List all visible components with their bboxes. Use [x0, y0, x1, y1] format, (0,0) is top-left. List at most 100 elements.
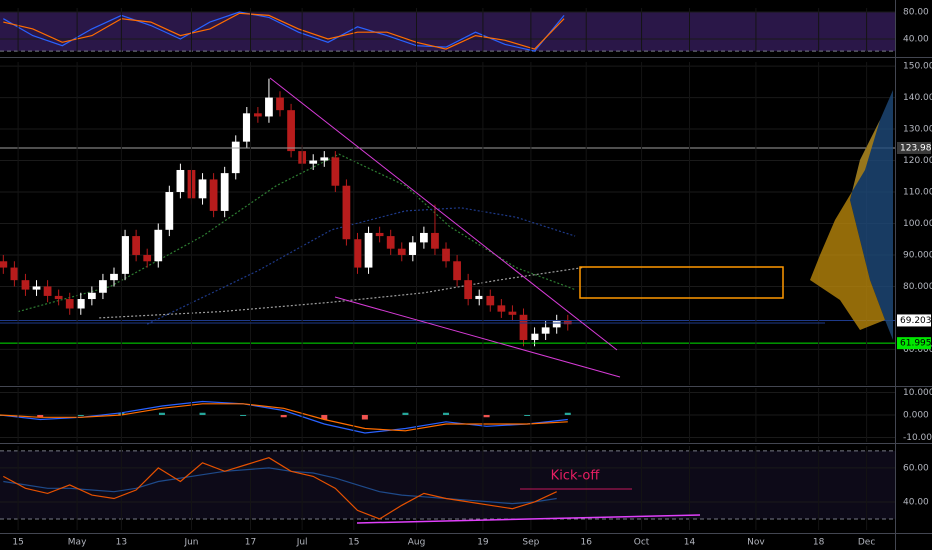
y-tick-label: 120.000 — [903, 156, 932, 166]
candle-body — [375, 232, 384, 237]
line-series — [3, 12, 565, 50]
candle-body — [76, 299, 85, 309]
level-label: 69.203 — [900, 316, 932, 326]
level-label-box — [897, 141, 931, 154]
candle-body — [364, 232, 373, 268]
y-tick-label: 80.00 — [903, 7, 929, 17]
candle-body — [309, 160, 318, 164]
target-box — [579, 266, 784, 299]
x-tick-label: 14 — [684, 538, 696, 548]
line-series — [3, 467, 557, 505]
volume-profile — [810, 90, 893, 340]
candle-body — [431, 232, 439, 249]
candle-body — [198, 179, 207, 199]
candle-body — [265, 97, 273, 117]
candle-body — [10, 267, 19, 281]
x-tick-label: May — [68, 538, 87, 548]
candle-body — [497, 305, 506, 312]
histogram-bar — [524, 415, 531, 416]
candle-body — [331, 157, 340, 186]
histogram-bar — [361, 415, 368, 420]
candle-body — [209, 179, 218, 211]
candle-body — [143, 254, 152, 262]
profile-area — [850, 90, 893, 340]
histogram-bar — [564, 412, 571, 415]
histogram-bar — [443, 412, 450, 415]
candle-body — [530, 333, 539, 340]
histogram-bar — [483, 415, 490, 418]
x-tick-label: Jun — [183, 538, 198, 548]
x-tick-label: 19 — [477, 538, 489, 548]
x-tick-label: Dec — [858, 538, 875, 548]
level-label-box — [897, 337, 931, 350]
candle-body — [453, 261, 461, 281]
band — [0, 450, 895, 519]
histogram-bar — [37, 415, 44, 418]
drawings — [0, 77, 825, 524]
y-tick-label: 40.00 — [903, 497, 929, 507]
candle-body — [420, 232, 428, 243]
line-series — [3, 11, 565, 52]
histogram-bar — [158, 412, 165, 415]
candle-body — [386, 236, 395, 249]
candle-body — [110, 273, 118, 281]
candle-body — [21, 280, 30, 290]
candle-body — [475, 295, 484, 300]
candle-body — [32, 286, 41, 290]
annotation: Kick-off — [551, 469, 601, 484]
histogram-bar — [321, 415, 328, 420]
y-tick-label: 60.000 — [903, 345, 932, 355]
y-tick-label: 150.000 — [903, 62, 932, 72]
band — [0, 11, 895, 52]
x-tick-label: 13 — [116, 538, 127, 548]
candle-body — [242, 113, 251, 142]
level-label: 61.995 — [900, 339, 932, 349]
trend-line — [269, 77, 618, 351]
x-tick-label: 16 — [580, 538, 592, 548]
x-tick-label: 15 — [12, 538, 23, 548]
x-tick-label: Aug — [408, 538, 426, 548]
candle-body — [254, 113, 262, 117]
candle-body — [220, 173, 229, 211]
candle-body — [408, 242, 417, 255]
line-series — [0, 400, 568, 434]
candle-body — [231, 141, 240, 174]
y-tick-label: 0.000 — [903, 411, 929, 421]
y-tick-label: 100.000 — [903, 219, 932, 229]
candle-body — [552, 321, 561, 328]
level-label-box — [897, 314, 931, 327]
candle-body — [342, 185, 351, 240]
candle-body — [397, 248, 406, 255]
candle-body — [65, 299, 74, 309]
candle-body — [176, 169, 185, 193]
candle-body — [132, 236, 141, 255]
y-tick-label: 110.000 — [903, 188, 932, 198]
line-series — [99, 267, 583, 319]
candle-body — [87, 292, 96, 300]
line-series — [3, 457, 557, 520]
level-label: 123.987 — [900, 143, 932, 153]
rsi-trend-line — [356, 514, 701, 524]
candle-body — [486, 295, 495, 306]
y-tick-label: -10.000 — [903, 433, 932, 443]
line-series — [0, 403, 568, 432]
candle-body — [519, 314, 528, 340]
candle-body — [54, 295, 63, 300]
y-tick-label: 60.00 — [903, 463, 929, 473]
trend-line — [334, 296, 621, 378]
candle-body — [121, 236, 129, 274]
candle-body — [353, 239, 362, 268]
candle-body — [320, 157, 329, 161]
y-tick-label: 40.00 — [903, 34, 929, 44]
x-tick-label: Sep — [522, 538, 539, 548]
pane — [0, 8, 895, 530]
x-tick-label: Oct — [634, 538, 650, 548]
y-tick-label: 130.000 — [903, 125, 932, 135]
profile-area — [810, 120, 885, 330]
candle-body — [541, 327, 550, 334]
candle-body — [0, 261, 8, 268]
x-tick-label: Nov — [747, 538, 765, 548]
x-tick-label: Jul — [296, 538, 308, 548]
candle-body — [276, 97, 284, 111]
